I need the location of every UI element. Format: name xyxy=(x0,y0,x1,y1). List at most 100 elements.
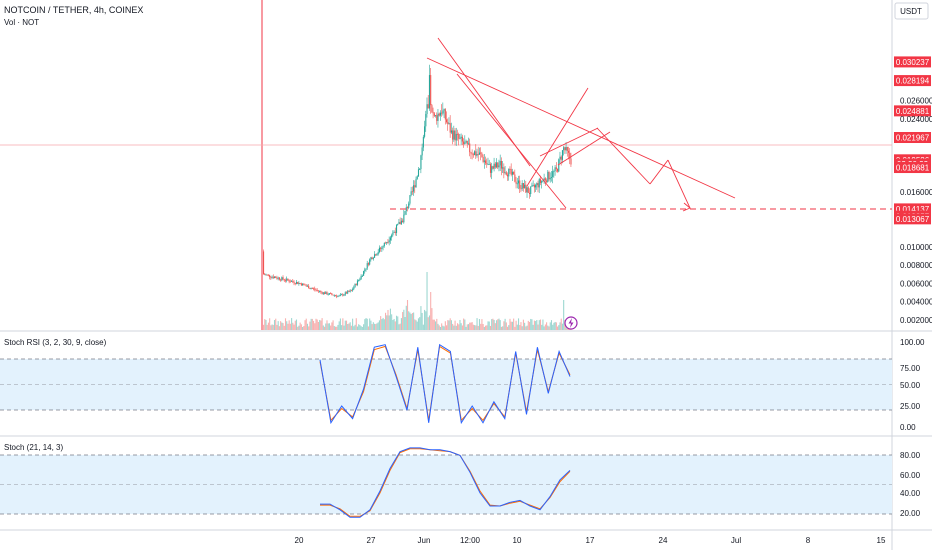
volume-bar xyxy=(336,326,338,330)
candle-body xyxy=(538,179,540,188)
candle-body xyxy=(414,185,416,188)
stoch-k-line xyxy=(320,447,571,518)
volume-bar xyxy=(367,326,370,330)
price-axis-label: 0.024000 xyxy=(900,115,932,124)
price-axis-label: 0.002000 xyxy=(900,316,932,325)
volume-bar xyxy=(541,324,543,330)
lightning-icon[interactable] xyxy=(564,316,578,330)
volume-bar xyxy=(454,320,456,330)
volume-bar xyxy=(294,320,296,330)
price-tag[interactable] xyxy=(894,56,931,68)
candle-body xyxy=(502,167,504,169)
candle-body xyxy=(425,114,427,127)
volume-bar xyxy=(298,325,300,330)
volume-bar xyxy=(320,320,322,330)
candle-body xyxy=(508,168,510,177)
candle-body xyxy=(369,259,371,265)
volume-bar xyxy=(486,325,488,330)
volume-bar xyxy=(314,323,316,330)
volume-bar xyxy=(557,326,559,330)
volume-bar xyxy=(547,325,549,330)
volume-bar xyxy=(355,318,357,330)
volume-bar xyxy=(477,325,479,330)
candle-body xyxy=(539,179,542,183)
volume-bar xyxy=(300,324,302,330)
volume-bar xyxy=(449,318,451,330)
volume-bar xyxy=(526,325,528,330)
candle-body xyxy=(554,167,556,172)
volume-bar xyxy=(441,323,443,330)
price-tag[interactable] xyxy=(894,203,931,215)
volume-bar xyxy=(516,324,518,330)
price-tag-label: 0.028194 xyxy=(896,77,930,86)
volume-bar xyxy=(424,309,426,330)
volume-bar xyxy=(303,326,305,330)
candle-body xyxy=(383,242,385,247)
volume-bar xyxy=(475,325,477,330)
volume-bar xyxy=(289,323,291,330)
candle-body xyxy=(313,288,315,290)
candle-body xyxy=(470,152,472,154)
symbol-title: NOTCOIN / TETHER, 4h, COINEX xyxy=(4,5,143,15)
time-label: 8 xyxy=(806,536,811,545)
volume-bar xyxy=(419,317,421,330)
candle-body xyxy=(317,290,319,292)
candle-body xyxy=(350,290,352,292)
volume-bar xyxy=(503,321,505,330)
volume-bar xyxy=(499,320,501,330)
candle-body xyxy=(269,274,271,278)
candle-body xyxy=(356,280,359,285)
currency-button[interactable] xyxy=(894,2,929,20)
price-tag[interactable] xyxy=(894,132,931,144)
trend-line xyxy=(649,159,669,185)
volume-bar xyxy=(361,326,363,330)
candle-body xyxy=(416,176,418,179)
volume-bar xyxy=(381,319,383,330)
candle-body xyxy=(399,222,401,225)
candle-body xyxy=(358,279,360,281)
volume-bar xyxy=(302,326,304,330)
trend-drawings[interactable] xyxy=(390,37,892,212)
volume-bar xyxy=(427,317,429,330)
time-label: 15 xyxy=(877,536,886,545)
volume-bar xyxy=(313,320,315,330)
candle-body xyxy=(338,295,340,297)
volume-bar xyxy=(272,324,274,330)
candle-body xyxy=(469,143,471,153)
candle-body xyxy=(319,291,321,292)
candle-body xyxy=(426,104,428,115)
candle-body xyxy=(292,281,294,282)
candle-body xyxy=(427,104,429,109)
volume-bar xyxy=(281,322,283,330)
volume-bar xyxy=(310,318,312,330)
price-axis-label: 0.026000 xyxy=(900,97,932,106)
candle-body xyxy=(366,263,368,269)
volume-bar xyxy=(295,319,298,330)
volume-bar xyxy=(520,322,522,330)
candle-body xyxy=(456,133,459,135)
candle-body xyxy=(348,291,350,292)
candle-body xyxy=(510,169,512,175)
price-tag[interactable] xyxy=(894,105,931,117)
candle-body xyxy=(349,290,351,292)
volume-bar xyxy=(405,305,407,330)
price-axis[interactable]: 0.030237 0.028194 0.0260000.0248810.024000… xyxy=(894,56,932,325)
candle-body xyxy=(461,136,463,142)
candle-body xyxy=(347,291,349,294)
price-tag[interactable] xyxy=(894,213,931,225)
price-pane[interactable] xyxy=(0,0,892,330)
candle-body xyxy=(376,254,378,256)
price-tag[interactable] xyxy=(894,162,931,174)
stoch-level: 80.00 xyxy=(900,451,921,460)
candle-body xyxy=(406,207,409,208)
price-tag[interactable] xyxy=(894,75,931,87)
volume-bar xyxy=(391,314,393,330)
volume-bar xyxy=(397,316,399,330)
candle-body xyxy=(293,281,295,284)
candle-body xyxy=(442,110,444,114)
volume-bar xyxy=(428,315,431,330)
candle-body xyxy=(397,224,399,226)
volume-bar xyxy=(511,321,513,330)
volume-bar xyxy=(530,318,532,330)
